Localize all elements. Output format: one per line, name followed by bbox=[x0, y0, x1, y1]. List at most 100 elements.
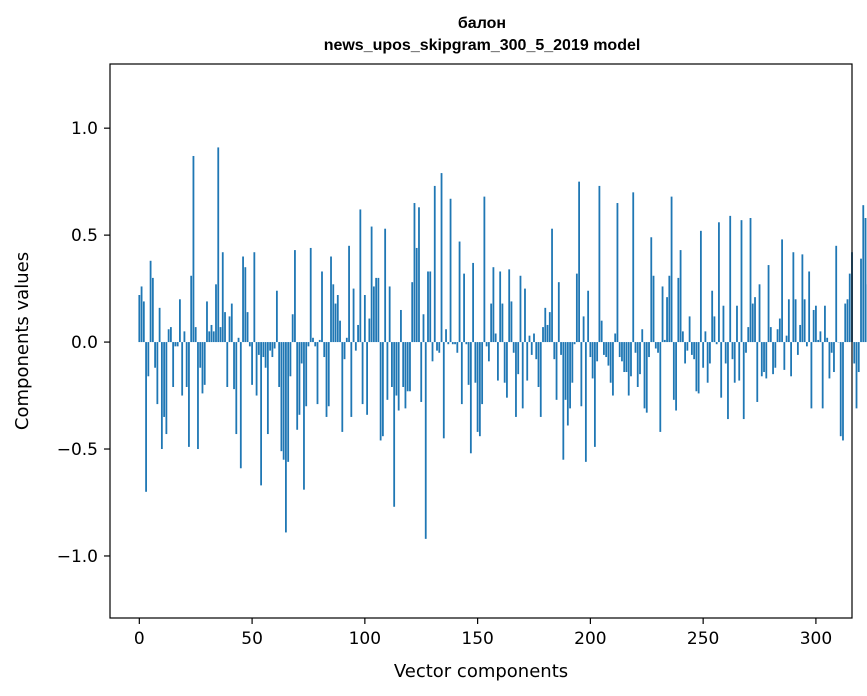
bar bbox=[384, 228, 387, 343]
bar bbox=[578, 181, 580, 343]
bar bbox=[557, 282, 560, 343]
bar bbox=[508, 269, 511, 343]
bar bbox=[282, 342, 285, 460]
bar bbox=[733, 342, 736, 383]
bar bbox=[603, 342, 605, 355]
bar bbox=[381, 342, 384, 437]
bar bbox=[239, 342, 242, 469]
bar bbox=[433, 185, 436, 343]
bar bbox=[149, 260, 152, 343]
bar bbox=[670, 196, 673, 343]
bar bbox=[160, 342, 163, 450]
bar bbox=[451, 342, 454, 345]
bar bbox=[630, 342, 632, 377]
bar bbox=[745, 342, 747, 353]
bar bbox=[648, 342, 650, 358]
bar bbox=[551, 228, 553, 343]
bar bbox=[312, 337, 314, 343]
bar bbox=[769, 327, 772, 343]
bar bbox=[681, 331, 684, 343]
bar bbox=[280, 342, 283, 452]
bar bbox=[350, 342, 353, 417]
y-tick-label: −0.5 bbox=[57, 440, 98, 460]
bar bbox=[799, 324, 802, 343]
bar bbox=[727, 342, 729, 420]
bar bbox=[429, 271, 432, 343]
bar bbox=[805, 342, 808, 347]
bar bbox=[564, 342, 567, 400]
bar bbox=[519, 275, 522, 343]
bar bbox=[449, 198, 452, 343]
bar bbox=[248, 342, 251, 347]
bar bbox=[266, 342, 269, 435]
bar bbox=[197, 342, 199, 450]
bar bbox=[481, 342, 484, 405]
bar bbox=[458, 241, 461, 343]
x-tick-label: 250 bbox=[687, 629, 719, 649]
x-axis-label: Vector components bbox=[394, 661, 568, 682]
x-axis: 0 50 100 150 200 250 300 bbox=[134, 618, 832, 649]
bar bbox=[427, 271, 429, 343]
bar bbox=[596, 342, 599, 362]
y-tick-label: −1.0 bbox=[57, 547, 98, 567]
bar bbox=[688, 316, 691, 343]
bar bbox=[203, 342, 206, 385]
bar bbox=[503, 342, 506, 383]
bar bbox=[810, 342, 813, 409]
bar bbox=[801, 254, 804, 343]
bar bbox=[305, 342, 308, 407]
bar bbox=[738, 342, 741, 381]
bar bbox=[424, 342, 427, 539]
bar bbox=[537, 342, 540, 387]
x-tick-label: 100 bbox=[349, 629, 381, 649]
bar bbox=[598, 185, 601, 343]
bar bbox=[467, 342, 470, 385]
bar bbox=[377, 277, 380, 343]
bar bbox=[790, 342, 792, 377]
bar bbox=[506, 342, 508, 398]
bar bbox=[724, 342, 727, 364]
bar bbox=[490, 303, 493, 343]
bar bbox=[772, 342, 774, 375]
bar bbox=[354, 342, 357, 351]
bar bbox=[808, 271, 811, 343]
bar bbox=[406, 342, 409, 392]
bar bbox=[341, 342, 344, 432]
bar bbox=[672, 342, 675, 400]
bar bbox=[447, 342, 450, 345]
bar bbox=[815, 305, 817, 343]
bar bbox=[695, 342, 698, 392]
bar bbox=[566, 342, 569, 426]
bar bbox=[294, 250, 296, 343]
bar bbox=[361, 342, 364, 405]
bar bbox=[760, 342, 763, 377]
bar bbox=[463, 273, 465, 343]
y-axis-label: Components values bbox=[12, 252, 33, 430]
bar bbox=[391, 342, 393, 387]
bar bbox=[370, 226, 373, 343]
y-tick-label: 0.5 bbox=[71, 226, 98, 246]
bar bbox=[846, 299, 849, 343]
bar bbox=[357, 324, 359, 343]
bar bbox=[345, 337, 348, 343]
bar bbox=[776, 329, 779, 343]
chart-subtitle: news_upos_skipgram_300_5_2019 model bbox=[324, 37, 641, 54]
bar bbox=[530, 342, 533, 355]
bar bbox=[679, 250, 682, 343]
bar bbox=[275, 290, 278, 343]
bar bbox=[839, 342, 842, 437]
bar bbox=[584, 342, 587, 462]
bar bbox=[316, 342, 319, 405]
bar bbox=[754, 297, 756, 343]
bar bbox=[154, 342, 156, 368]
bar bbox=[420, 342, 423, 402]
chart-title: балон bbox=[458, 15, 506, 32]
bar bbox=[190, 275, 193, 343]
bar bbox=[657, 342, 659, 353]
bar bbox=[731, 342, 734, 360]
bar bbox=[318, 339, 321, 343]
bar bbox=[257, 342, 260, 355]
bar bbox=[787, 299, 790, 343]
bar bbox=[379, 342, 382, 441]
